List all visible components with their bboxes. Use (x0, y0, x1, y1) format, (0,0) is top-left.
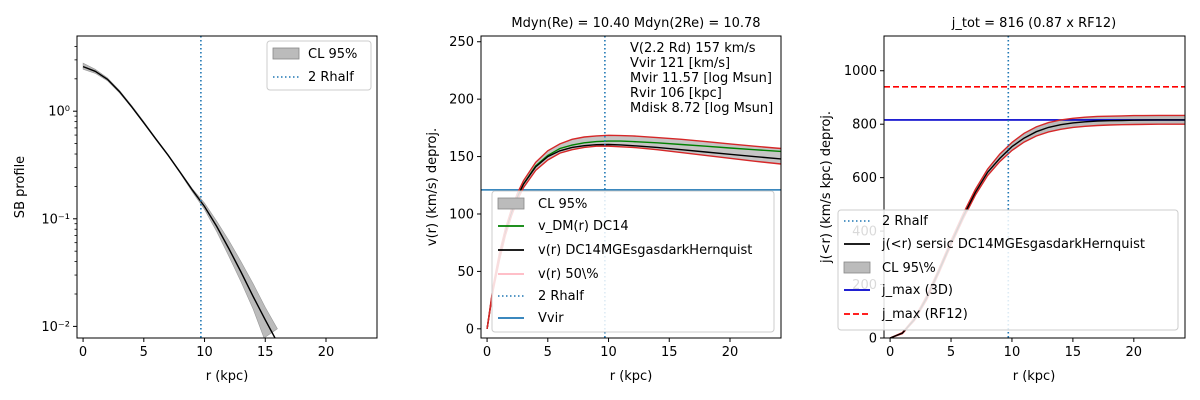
j-legend-patch (843, 261, 871, 274)
j-x-tick-label: 5 (947, 345, 955, 360)
vel-legend-patch (497, 197, 525, 210)
sb-x-tick-label: 10 (196, 345, 213, 360)
j-legend-label: j(<r) sersic DC14MGEsgasdarkHernquist (881, 237, 1145, 252)
vel-panel: Mdyn(Re) = 10.40 Mdyn(2Re) = 10.78 0 5 10 1… (425, 16, 782, 384)
sb-legend-patch (272, 47, 300, 60)
sb-plot-marks (82, 36, 278, 338)
sb-legend-label: CL 95% (308, 47, 357, 62)
sb-x-tick-label: 0 (79, 345, 87, 360)
j-legend-label: j_max (RF12) (881, 307, 968, 322)
vel-annotation: Vvir 121 [km/s] (630, 56, 730, 71)
vel-annotations: V(2.2 Rd) 157 km/s Vvir 121 [km/s] Mvir … (630, 41, 773, 116)
sb-legend-label: 2 Rhalf (308, 70, 354, 85)
j-legend: 2 Rhalf j(<r) sersic DC14MGEsgasdarkHern… (837, 209, 1179, 331)
j-title: j_tot = 816 (0.87 x RF12) (951, 16, 1116, 31)
vel-y-tick-label: 250 (449, 35, 474, 50)
vel-ci-band (487, 135, 781, 329)
vel-legend-label: Vvir (538, 311, 564, 326)
vel-y-tick-label: 50 (457, 265, 474, 280)
vel-y-tick-label: 0 (466, 322, 474, 337)
j-legend-label: CL 95\% (882, 261, 936, 276)
sb-panel: 0 5 10 15 20 10⁻² 10⁻¹ 10⁰ r (kpc) SB profile C… (13, 35, 378, 384)
vel-x-tick-label: 5 (544, 345, 552, 360)
vel-legend-label: v_DM(r) DC14 (538, 219, 629, 234)
j-x-tick-label: 10 (1004, 345, 1021, 360)
j-y-tick-label: 800 (852, 118, 877, 133)
vel-x-tick-label: 20 (722, 345, 739, 360)
vel-title: Mdyn(Re) = 10.40 Mdyn(2Re) = 10.78 (511, 16, 760, 31)
vel-xlabel: r (kpc) (610, 369, 653, 384)
j-y-tick-label: 1000 (844, 64, 877, 79)
vel-annotation: Mvir 11.57 [log Msun] (630, 71, 772, 86)
sb-ylabel: SB profile (13, 156, 28, 218)
vel-y-tick-label: 150 (449, 150, 474, 165)
sb-profile-line (82, 65, 276, 338)
j-xlabel: r (kpc) (1013, 369, 1056, 384)
j-legend-label: j_max (3D) (881, 283, 953, 298)
vel-x-tick-label: 0 (483, 345, 491, 360)
vel-ylabel: v(r) (km/s) deproj. (425, 128, 440, 246)
vel-legend-label: v(r) 50\% (538, 267, 599, 282)
j-x-tick-label: 15 (1065, 345, 1082, 360)
vel-annotation: V(2.2 Rd) 157 km/s (630, 41, 756, 56)
vel-x-tick-label: 15 (661, 345, 678, 360)
vel-legend: CL 95% v_DM(r) DC14 v(r) DC14MGEsgasdark… (491, 190, 775, 333)
vel-y-tick-label: 200 (449, 93, 474, 108)
j-ylabel: j(<r) (km/s kpc) deproj. (819, 111, 834, 264)
sb-x-tick-label: 5 (140, 345, 148, 360)
j-axes-frame (883, 35, 1186, 339)
j-legend-box (837, 209, 1179, 331)
sb-legend: CL 95% 2 Rhalf (266, 40, 372, 91)
sb-x-tick-label: 20 (318, 345, 335, 360)
j-x-tick-label: 20 (1126, 345, 1143, 360)
vel-legend-label: v(r) DC14MGEsgasdarkHernquist (538, 243, 752, 258)
j-y-tick-label: 0 (869, 332, 877, 347)
j-panel: j_tot = 816 (0.87 x RF12) 05101520020040… (819, 16, 1186, 384)
vel-y-tick-label: 100 (449, 207, 474, 222)
sb-y-tick-label: 10⁻² (41, 320, 70, 335)
vel-annotation: Mdisk 8.72 [log Msun] (630, 101, 773, 116)
sb-y-tick-label: 10⁰ (48, 105, 70, 120)
sb-ci-band (82, 62, 278, 338)
sb-x-tick-label: 15 (257, 345, 274, 360)
vel-legend-label: CL 95% (538, 197, 587, 212)
sb-y-tick-label: 10⁻¹ (41, 212, 70, 227)
vel-x-tick-label: 10 (600, 345, 617, 360)
vel-legend-label: 2 Rhalf (538, 289, 584, 304)
j-y-tick-label: 600 (852, 171, 877, 186)
vel-legend-box (491, 190, 775, 333)
sb-xlabel: r (kpc) (206, 369, 249, 384)
sb-axes-frame (76, 35, 378, 339)
j-x-tick-label: 0 (886, 345, 894, 360)
vel-axes-frame (480, 35, 782, 339)
vel-annotation: Rvir 106 [kpc] (630, 86, 722, 101)
j-legend-label: 2 Rhalf (882, 214, 928, 229)
